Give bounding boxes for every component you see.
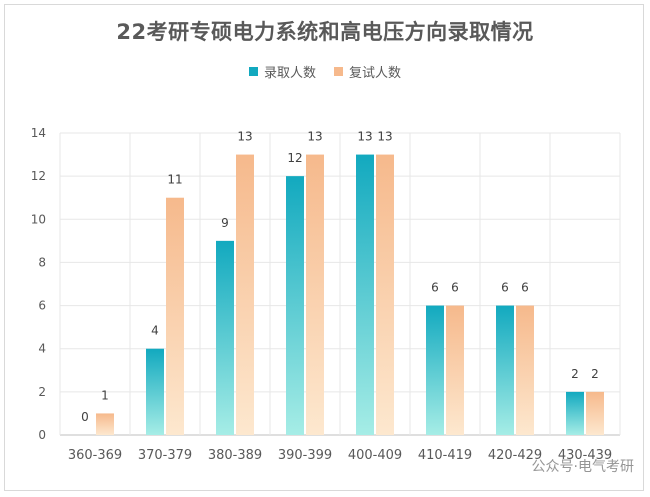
bar-admitted xyxy=(286,176,304,435)
bar-retest xyxy=(376,154,394,436)
watermark: 公众号·电气考研 xyxy=(531,459,634,475)
chart-title: 22考研专硕电力系统和高电压方向录取情况 xyxy=(116,20,534,44)
y-tick-label: 2 xyxy=(38,385,46,399)
y-tick-label: 4 xyxy=(38,342,46,356)
x-tick-label: 390-399 xyxy=(278,448,332,463)
bar-retest xyxy=(306,154,324,436)
legend-label-retest: 复试人数 xyxy=(349,66,402,81)
bar-retest xyxy=(236,154,254,436)
legend-item-admitted: 录取人数 xyxy=(248,62,316,81)
data-label-retest: 13 xyxy=(237,130,252,144)
y-tick-label: 10 xyxy=(31,212,46,226)
data-label-admitted: 13 xyxy=(357,130,372,144)
data-label-admitted: 4 xyxy=(151,324,159,338)
y-tick-label: 8 xyxy=(38,255,46,269)
data-label-retest: 13 xyxy=(377,130,392,144)
data-label-admitted: 0 xyxy=(81,410,89,424)
legend-label-admitted: 录取人数 xyxy=(263,66,316,81)
bar-retest xyxy=(586,391,604,435)
x-tick-label: 430-439 xyxy=(558,448,612,463)
y-tick-label: 6 xyxy=(38,299,46,313)
data-label-retest: 6 xyxy=(451,281,459,295)
x-tick-label: 360-369 xyxy=(68,448,122,463)
y-tick-label: 14 xyxy=(31,126,46,140)
bar-admitted xyxy=(496,305,514,435)
bar-admitted xyxy=(566,391,584,435)
bar-retest xyxy=(446,305,464,435)
data-label-retest: 13 xyxy=(307,130,322,144)
data-label-admitted: 12 xyxy=(287,151,302,165)
data-label-admitted: 6 xyxy=(431,281,439,295)
bar-admitted xyxy=(426,305,444,435)
x-tick-label: 380-389 xyxy=(208,448,262,463)
x-tick-label: 420-429 xyxy=(488,448,542,463)
legend-swatch-retest xyxy=(334,67,343,76)
bar-retest xyxy=(516,305,534,435)
x-tick-label: 400-409 xyxy=(348,448,402,463)
x-tick-label: 410-419 xyxy=(418,448,472,463)
data-label-admitted: 6 xyxy=(501,281,509,295)
data-label-retest: 11 xyxy=(167,173,182,187)
bar-admitted xyxy=(356,154,374,436)
legend-swatch-admitted xyxy=(248,67,258,76)
bar-admitted xyxy=(146,348,164,435)
data-label-admitted: 2 xyxy=(571,367,579,381)
bar-admitted xyxy=(216,240,234,435)
y-tick-label: 12 xyxy=(31,169,46,183)
y-tick-label: 0 xyxy=(38,428,46,442)
data-label-retest: 1 xyxy=(101,388,109,402)
x-tick-label: 370-379 xyxy=(138,448,192,463)
chart-legend: 录取人数 复试人数 xyxy=(0,62,650,81)
data-label-retest: 2 xyxy=(591,367,599,381)
data-label-admitted: 9 xyxy=(221,216,229,230)
legend-item-retest: 复试人数 xyxy=(334,62,401,81)
bar-retest xyxy=(96,413,114,435)
bar-retest xyxy=(166,197,184,435)
data-label-retest: 6 xyxy=(521,281,529,295)
